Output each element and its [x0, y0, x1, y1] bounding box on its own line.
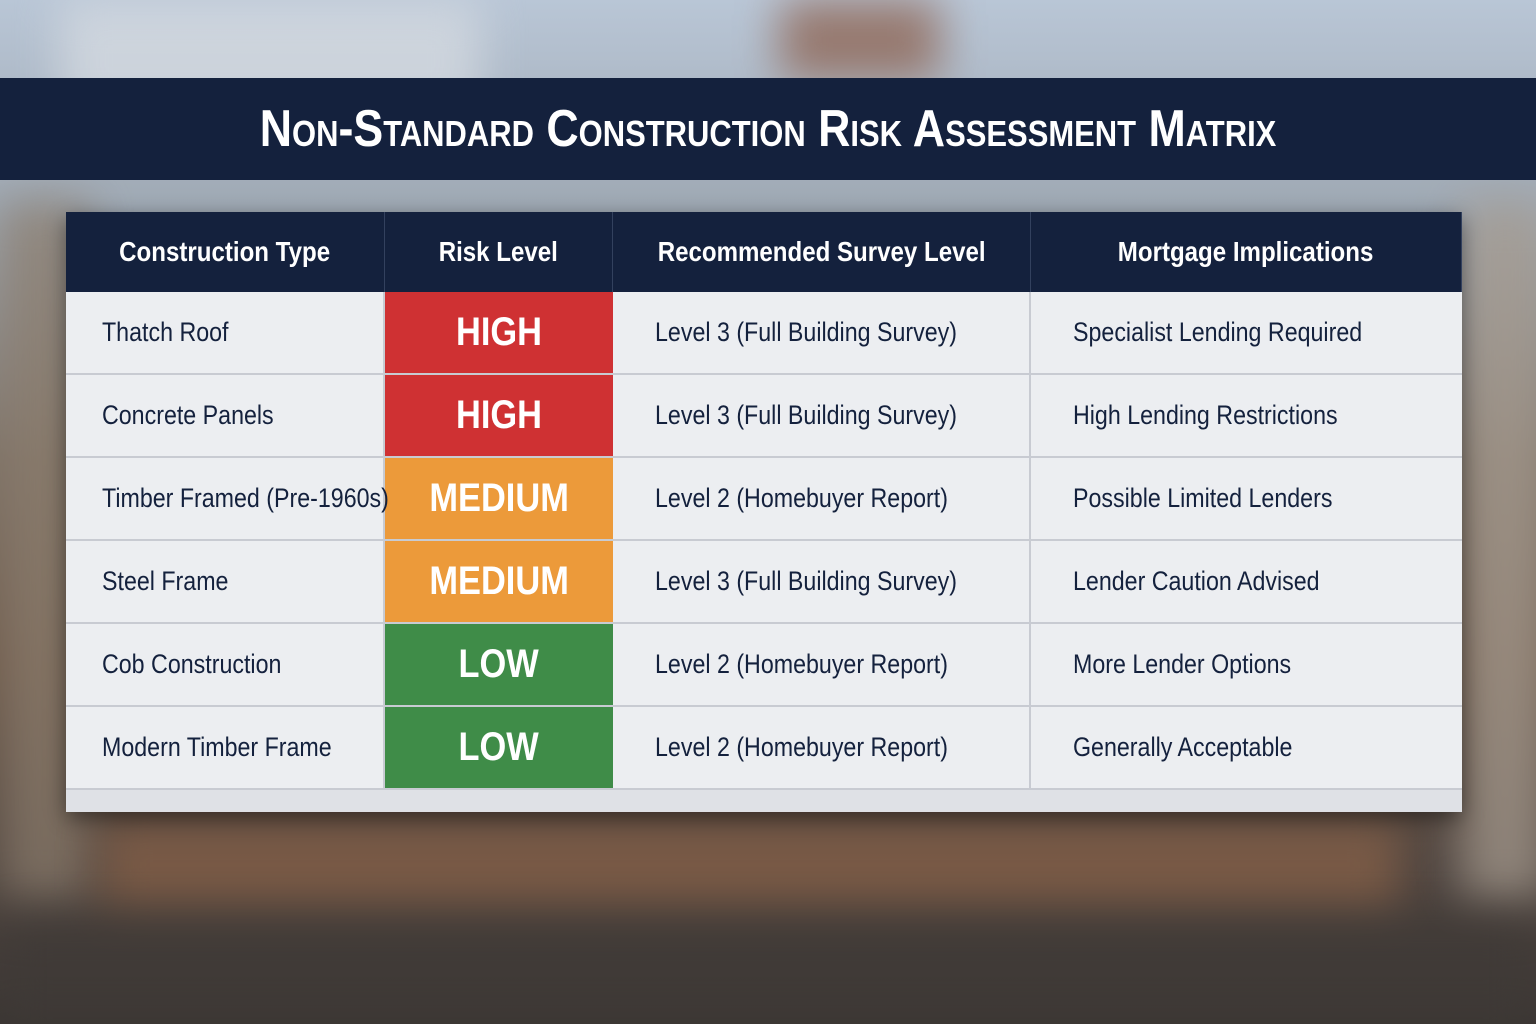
header-cell: Risk Level — [385, 212, 613, 292]
table-cell: High Lending Restrictions — [1031, 375, 1462, 456]
table-cell: Level 2 (Homebuyer Report) — [613, 707, 1031, 788]
cell-text: Concrete Panels — [102, 400, 274, 430]
table-cell: Thatch Roof — [66, 292, 385, 373]
table-row: Thatch Roof HIGH Level 3 (Full Building Su… — [66, 292, 1462, 375]
risk-badge: HIGH — [385, 375, 613, 456]
risk-badge: LOW — [385, 624, 613, 705]
table-cell: Modern Timber Frame — [66, 707, 385, 788]
risk-badge: MEDIUM — [385, 458, 613, 539]
header-cell: Recommended Survey Level — [613, 212, 1031, 292]
header-text: Mortgage Implications — [1118, 236, 1374, 267]
table-cell: Steel Frame — [66, 541, 385, 622]
cell-text: Level 2 (Homebuyer Report) — [655, 732, 948, 762]
header-text: Recommended Survey Level — [657, 236, 986, 267]
cell-text: Cob Construction — [102, 649, 282, 679]
cell-text: Generally Acceptable — [1073, 732, 1293, 762]
table: Construction Type Risk Level Recommended S… — [66, 212, 1462, 812]
table-cell: Level 2 (Homebuyer Report) — [613, 624, 1031, 705]
table-cell: Possible Limited Lenders — [1031, 458, 1462, 539]
risk-level: LOW — [458, 642, 540, 686]
table-cell: Timber Framed (Pre-1960s) — [66, 458, 389, 539]
title: Non-Standard Construction Risk Assessmen… — [259, 100, 1277, 158]
cell-text: Modern Timber Frame — [102, 732, 332, 762]
cell-text: Level 3 (Full Building Survey) — [655, 566, 958, 596]
risk-level: MEDIUM — [429, 476, 569, 520]
table-row: Modern Timber Frame LOW Level 2 (Homebuyer… — [66, 707, 1462, 790]
table-cell: Level 3 (Full Building Survey) — [613, 292, 1031, 373]
table-cell: Level 3 (Full Building Survey) — [613, 541, 1031, 622]
table-row: Cob Construction LOW Level 2 (Homebuyer Re… — [66, 624, 1462, 707]
table-cell: Generally Acceptable — [1031, 707, 1462, 788]
cell-text: High Lending Restrictions — [1073, 400, 1338, 430]
risk-level: HIGH — [456, 393, 542, 437]
cell-text: Possible Limited Lenders — [1073, 483, 1333, 513]
table-row: Timber Framed (Pre-1960s) MEDIUM Level 2 (… — [66, 458, 1462, 541]
header-cell: Mortgage Implications — [1031, 212, 1462, 292]
title-bar: Non-Standard Construction Risk Assessmen… — [0, 78, 1536, 180]
table-row: Steel Frame MEDIUM Level 3 (Full Building … — [66, 541, 1462, 624]
cell-text: More Lender Options — [1073, 649, 1292, 679]
risk-level: HIGH — [456, 310, 542, 354]
cell-text: Specialist Lending Required — [1073, 317, 1363, 347]
table-cell: Specialist Lending Required — [1031, 292, 1462, 373]
table-cell: Cob Construction — [66, 624, 385, 705]
cell-text: Thatch Roof — [102, 317, 229, 347]
cell-text: Steel Frame — [102, 566, 229, 596]
risk-level: LOW — [458, 725, 540, 769]
table-row: Concrete Panels HIGH Level 3 (Full Buildin… — [66, 375, 1462, 458]
risk-badge: LOW — [385, 707, 613, 788]
cell-text: Level 2 (Homebuyer Report) — [655, 649, 948, 679]
header-row: Construction Type Risk Level Recommended S… — [66, 212, 1462, 292]
table-cell: Concrete Panels — [66, 375, 385, 456]
table-cell: Level 2 (Homebuyer Report) — [613, 458, 1031, 539]
header-cell: Construction Type — [66, 212, 385, 292]
header-text: Risk Level — [438, 236, 559, 267]
header-text: Construction Type — [119, 236, 331, 267]
cell-text: Level 2 (Homebuyer Report) — [655, 483, 948, 513]
risk-badge: MEDIUM — [385, 541, 613, 622]
table-cell: Level 3 (Full Building Survey) — [613, 375, 1031, 456]
table-cell: Lender Caution Advised — [1031, 541, 1462, 622]
table-cell: More Lender Options — [1031, 624, 1462, 705]
cell-text: Timber Framed (Pre-1960s) — [102, 483, 389, 513]
risk-level: MEDIUM — [429, 559, 569, 603]
cell-text: Level 3 (Full Building Survey) — [655, 317, 958, 347]
cell-text: Level 3 (Full Building Survey) — [655, 400, 958, 430]
cell-text: Lender Caution Advised — [1073, 566, 1320, 596]
risk-badge: HIGH — [385, 292, 613, 373]
